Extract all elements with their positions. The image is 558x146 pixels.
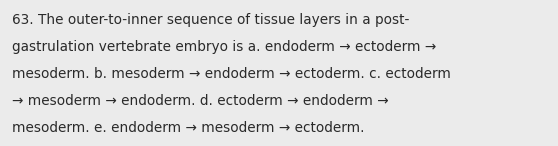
Text: gastrulation vertebrate embryo is a. endoderm → ectoderm →: gastrulation vertebrate embryo is a. end… bbox=[12, 40, 436, 54]
Text: → mesoderm → endoderm. d. ectoderm → endoderm →: → mesoderm → endoderm. d. ectoderm → end… bbox=[12, 94, 389, 108]
Text: mesoderm. e. endoderm → mesoderm → ectoderm.: mesoderm. e. endoderm → mesoderm → ectod… bbox=[12, 121, 365, 135]
Text: 63. The outer-to-inner sequence of tissue layers in a post-: 63. The outer-to-inner sequence of tissu… bbox=[12, 13, 410, 27]
Text: mesoderm. b. mesoderm → endoderm → ectoderm. c. ectoderm: mesoderm. b. mesoderm → endoderm → ectod… bbox=[12, 67, 451, 81]
